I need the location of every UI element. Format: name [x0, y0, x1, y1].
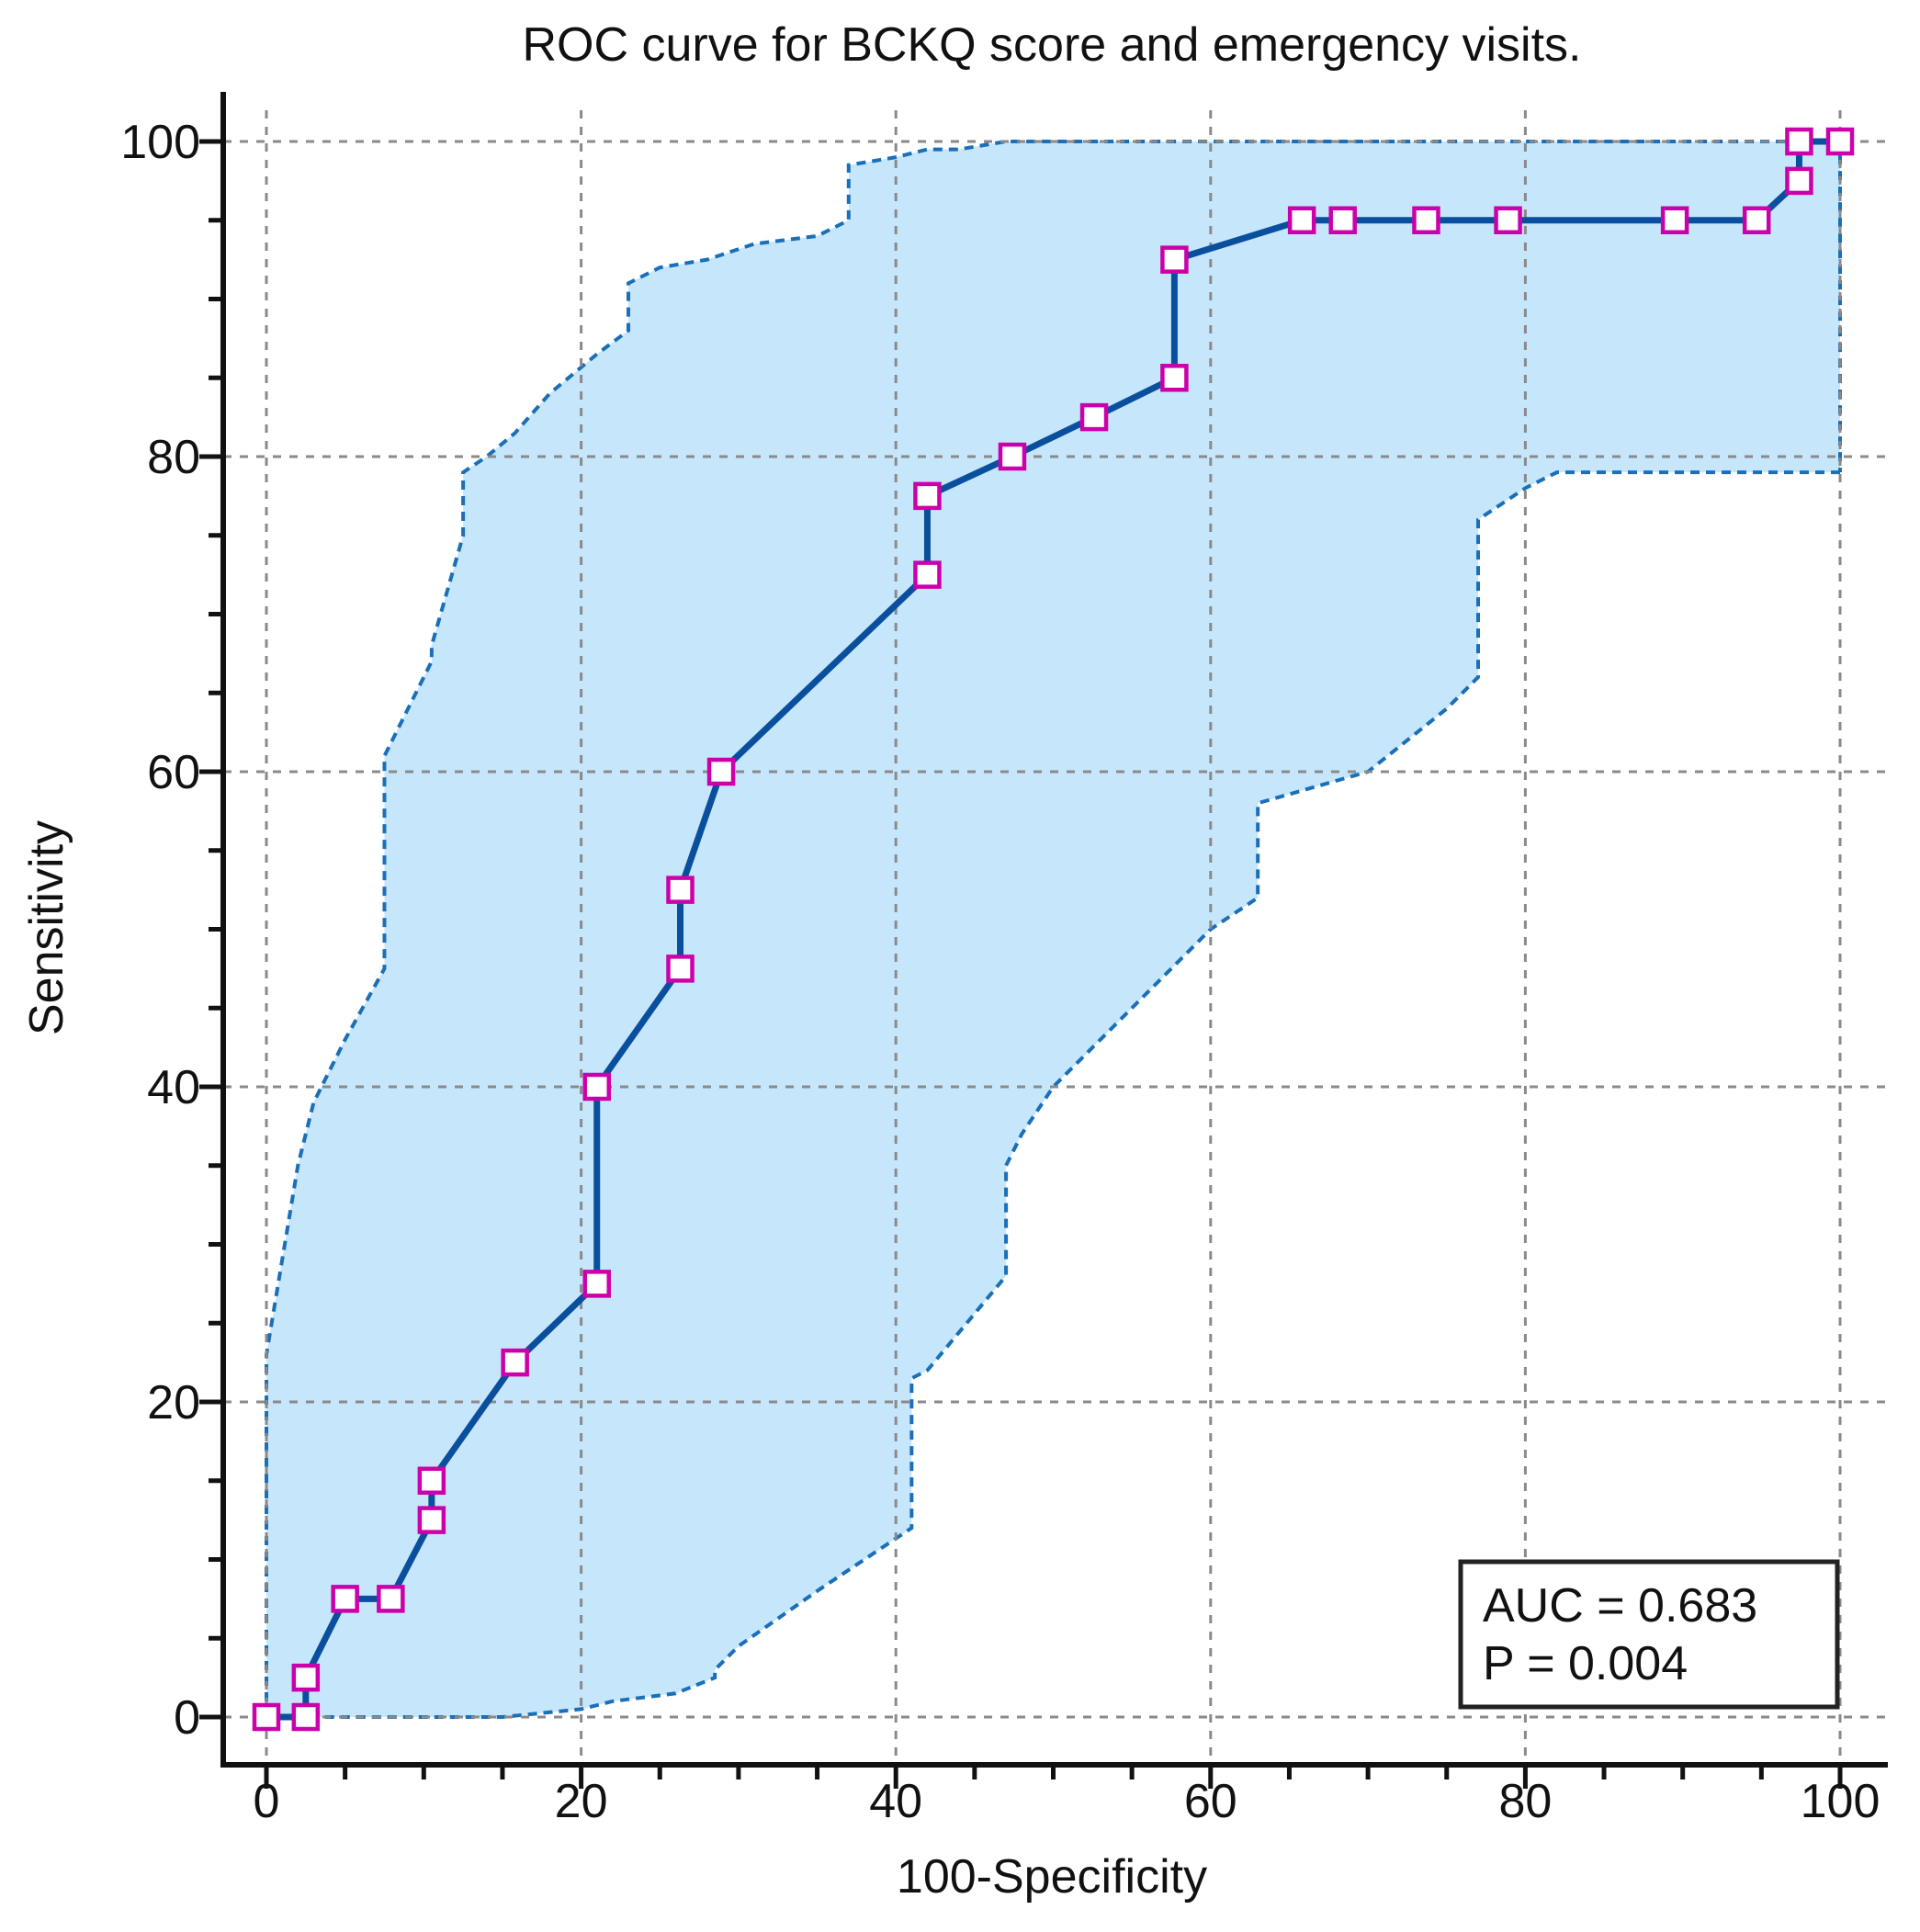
roc-point-22	[1494, 206, 1522, 234]
y-tick-label-60: 60	[147, 746, 200, 799]
y-tick-label-20: 20	[147, 1376, 200, 1429]
x-tick-label-20: 20	[555, 1775, 608, 1828]
roc-point-0	[252, 1702, 281, 1732]
y-tick-label-0: 0	[174, 1691, 200, 1745]
roc-point-24	[1742, 206, 1771, 234]
y-tick-label-40: 40	[147, 1061, 200, 1114]
x-axis-label: 100-Specificity	[897, 1850, 1207, 1904]
roc-point-2	[291, 1663, 321, 1692]
roc-point-15	[998, 442, 1027, 471]
roc-point-27	[1825, 127, 1855, 156]
x-tick-label-60: 60	[1184, 1775, 1237, 1828]
roc-point-5	[417, 1506, 446, 1534]
x-tick-label-100: 100	[1801, 1775, 1880, 1828]
roc-point-26	[1785, 127, 1813, 156]
confidence-band-upper	[265, 140, 1842, 1717]
roc-point-17	[1160, 364, 1189, 392]
roc-point-8	[582, 1270, 611, 1298]
x-tick-labels: 0 20 40 60 80 100	[254, 1775, 1880, 1828]
roc-point-10	[666, 955, 695, 983]
auc-box-frame	[1458, 1559, 1840, 1710]
y-tick-label-80: 80	[147, 431, 200, 484]
roc-point-19	[1287, 206, 1316, 234]
confidence-band-fill	[266, 141, 1840, 1717]
chart-title: ROC curve for BCKQ score and emergency v…	[522, 18, 1581, 72]
roc-curve-layer	[266, 138, 1840, 1721]
roc-point-6	[417, 1466, 446, 1495]
roc-point-7	[501, 1348, 529, 1377]
y-axis-label: Sensitivity	[20, 820, 73, 1035]
roc-point-25	[1785, 166, 1813, 196]
roc-point-20	[1328, 206, 1357, 234]
roc-point-3	[331, 1585, 359, 1613]
roc-point-11	[666, 876, 695, 904]
roc-point-13	[913, 560, 942, 589]
roc-point-16	[1079, 402, 1109, 432]
p-value: P = 0.004	[1483, 1637, 1688, 1690]
roc-point-9	[582, 1072, 611, 1102]
roc-point-14	[913, 481, 942, 511]
roc-point-18	[1160, 245, 1189, 274]
confidence-band-layer	[265, 140, 1842, 1719]
roc-point-1	[291, 1702, 321, 1732]
roc-point-4	[377, 1585, 405, 1613]
x-tick-label-80: 80	[1498, 1775, 1552, 1828]
y-tick-labels: 0 20 40 60 80 100	[120, 116, 200, 1745]
roc-point-12	[706, 757, 736, 786]
grid-lines	[223, 110, 1888, 1765]
auc-annotation-box: AUC = 0.683 P = 0.004	[1458, 1559, 1840, 1710]
axes	[199, 92, 1888, 1789]
roc-point-23	[1660, 206, 1689, 234]
roc-markers-layer	[252, 127, 1855, 1732]
x-tick-label-40: 40	[869, 1775, 922, 1828]
roc-point-21	[1412, 206, 1440, 234]
plot-area	[223, 110, 1888, 1765]
x-tick-label-0: 0	[254, 1775, 280, 1828]
auc-value: AUC = 0.683	[1483, 1579, 1757, 1633]
y-tick-label-100: 100	[120, 116, 200, 169]
roc-curve-line	[266, 138, 1840, 1721]
